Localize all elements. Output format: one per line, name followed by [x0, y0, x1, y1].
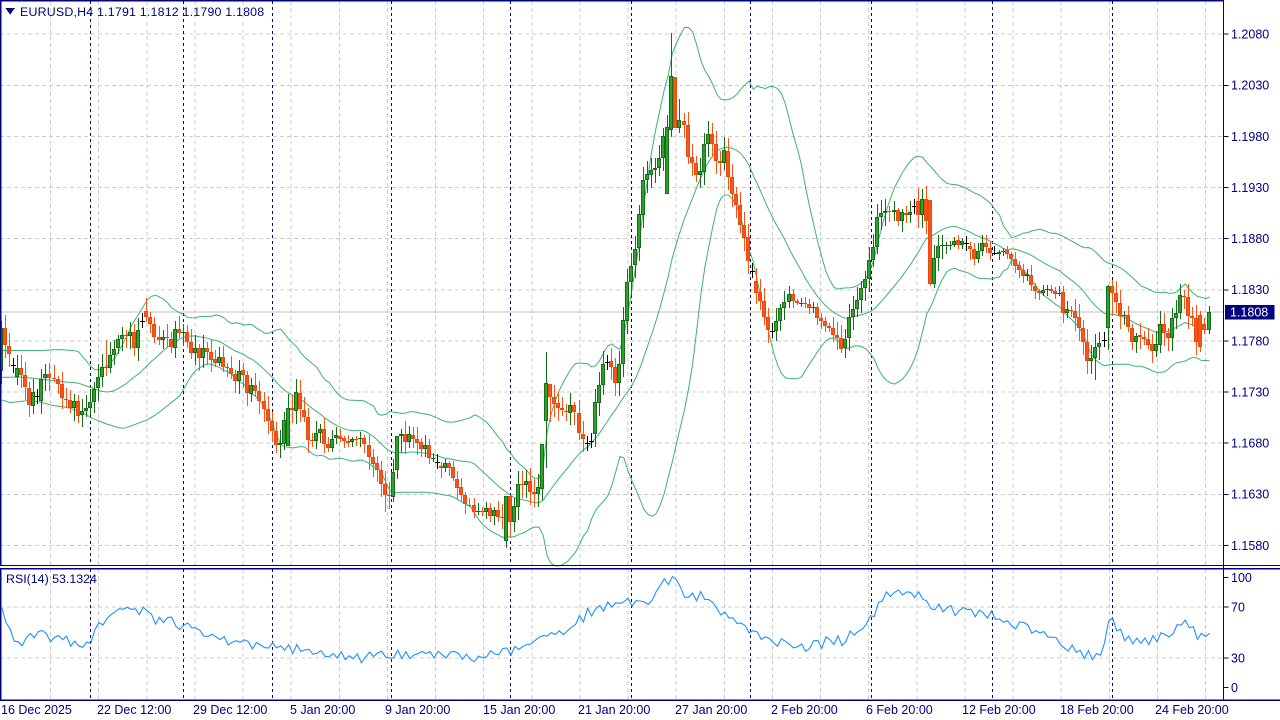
svg-text:EURUSD,H4 1.1791 1.1812 1.1790: EURUSD,H4 1.1791 1.1812 1.1790 1.1808 — [20, 5, 264, 19]
svg-text:18 Feb 20:00: 18 Feb 20:00 — [1060, 703, 1134, 717]
svg-text:12 Feb 20:00: 12 Feb 20:00 — [962, 703, 1036, 717]
svg-text:1.1580: 1.1580 — [1231, 539, 1269, 553]
svg-text:1.1680: 1.1680 — [1231, 437, 1269, 451]
svg-text:30: 30 — [1231, 651, 1245, 665]
svg-text:0: 0 — [1231, 681, 1238, 695]
svg-text:15 Jan 20:00: 15 Jan 20:00 — [483, 703, 555, 717]
svg-text:100: 100 — [1231, 571, 1252, 585]
svg-text:1.1880: 1.1880 — [1231, 232, 1269, 246]
svg-text:5 Jan 20:00: 5 Jan 20:00 — [290, 703, 355, 717]
svg-text:1.1730: 1.1730 — [1231, 385, 1269, 399]
svg-text:9 Jan 20:00: 9 Jan 20:00 — [385, 703, 450, 717]
svg-text:21 Jan 20:00: 21 Jan 20:00 — [578, 703, 650, 717]
svg-text:1.1930: 1.1930 — [1231, 181, 1269, 195]
svg-text:24 Feb 20:00: 24 Feb 20:00 — [1155, 703, 1229, 717]
svg-text:27 Jan 20:00: 27 Jan 20:00 — [675, 703, 747, 717]
svg-text:22 Dec 12:00: 22 Dec 12:00 — [97, 703, 171, 717]
svg-text:29 Dec 12:00: 29 Dec 12:00 — [193, 703, 267, 717]
svg-text:16 Dec 2025: 16 Dec 2025 — [1, 703, 72, 717]
svg-text:1.1630: 1.1630 — [1231, 488, 1269, 502]
svg-text:1.1980: 1.1980 — [1231, 130, 1269, 144]
svg-text:RSI(14) 53.1324: RSI(14) 53.1324 — [6, 572, 97, 586]
svg-text:2 Feb 20:00: 2 Feb 20:00 — [771, 703, 838, 717]
svg-text:70: 70 — [1231, 601, 1245, 615]
svg-text:1.1830: 1.1830 — [1231, 283, 1269, 297]
svg-text:1.2080: 1.2080 — [1231, 28, 1269, 42]
svg-text:1.1780: 1.1780 — [1231, 334, 1269, 348]
svg-text:6 Feb 20:00: 6 Feb 20:00 — [866, 703, 933, 717]
svg-text:1.2030: 1.2030 — [1231, 79, 1269, 93]
svg-text:1.1808: 1.1808 — [1230, 306, 1268, 320]
